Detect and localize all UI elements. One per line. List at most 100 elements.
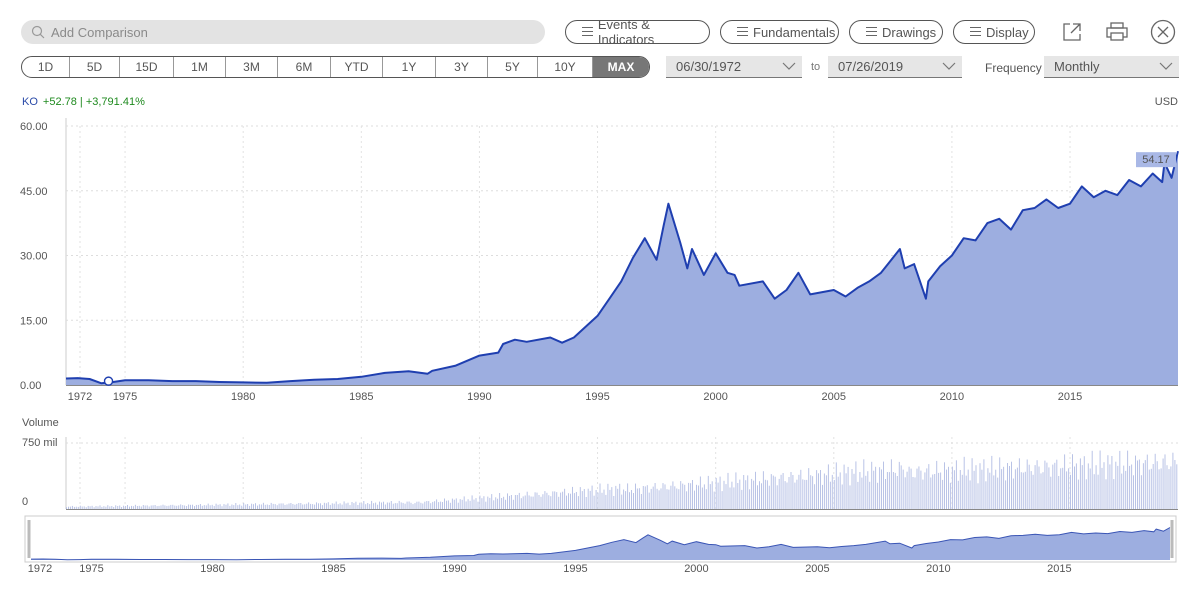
fundamentals-button[interactable]: Fundamentals xyxy=(720,20,839,44)
volume-bar xyxy=(231,504,233,509)
volume-bar xyxy=(184,505,186,509)
volume-bar xyxy=(883,461,884,509)
volume-bar xyxy=(573,493,575,509)
volume-bar xyxy=(1050,476,1052,509)
volume-bar xyxy=(272,503,274,509)
volume-bar xyxy=(117,506,119,509)
volume-bar xyxy=(176,505,178,509)
volume-bar xyxy=(1103,462,1105,509)
volume-bar xyxy=(430,503,432,509)
volume-bar xyxy=(1146,454,1148,509)
volume-bar xyxy=(373,503,375,509)
volume-bar xyxy=(178,505,180,509)
range-selector: 1D 5D 15D 1M 3M 6M YTD 1Y 3Y 5Y 10Y MAX xyxy=(21,56,650,78)
events-indicators-button[interactable]: Events & Indicators xyxy=(565,17,710,47)
range-10y[interactable]: 10Y xyxy=(538,57,593,77)
last-price-tag xyxy=(1136,152,1176,168)
volume-bar xyxy=(1115,461,1117,509)
add-comparison-search[interactable] xyxy=(21,20,545,44)
volume-bar xyxy=(160,505,162,509)
volume-bar xyxy=(890,459,892,509)
date-to-select[interactable]: 07/26/2019 xyxy=(828,56,962,78)
volume-bar xyxy=(1109,464,1111,509)
volume-bar xyxy=(538,495,540,509)
volume-bar xyxy=(432,501,434,509)
volume-bar xyxy=(930,477,932,509)
frequency-select[interactable]: Monthly xyxy=(1044,56,1179,78)
range-ytd[interactable]: YTD xyxy=(331,57,383,77)
volume-bar xyxy=(731,481,733,509)
volume-bar xyxy=(418,501,420,509)
range-1d[interactable]: 1D xyxy=(22,57,70,77)
volume-bar xyxy=(217,504,219,509)
volume-bar xyxy=(662,483,664,509)
volume-bar xyxy=(570,493,571,509)
volume-bar xyxy=(859,472,861,509)
volume-bar xyxy=(95,506,97,509)
volume-bar xyxy=(633,493,634,509)
range-5y[interactable]: 5Y xyxy=(488,57,538,77)
volume-bar xyxy=(1152,464,1154,509)
volume-bar xyxy=(503,496,505,509)
volume-bar xyxy=(180,504,182,509)
volume-bar xyxy=(97,506,99,509)
volume-bar xyxy=(489,497,491,509)
volume-bar xyxy=(85,507,87,509)
ticker-symbol[interactable]: KO xyxy=(22,96,38,108)
volume-bar xyxy=(802,479,804,509)
volume-bar xyxy=(922,479,924,509)
close-icon[interactable] xyxy=(1149,18,1177,46)
range-5d[interactable]: 5D xyxy=(70,57,120,77)
volume-bar xyxy=(721,491,723,509)
volume-bar xyxy=(351,502,353,509)
volume-bar xyxy=(81,506,83,509)
search-input[interactable] xyxy=(49,23,453,41)
range-1m[interactable]: 1M xyxy=(174,57,226,77)
volume-bar xyxy=(1032,474,1034,509)
volume-bar xyxy=(339,503,341,509)
volume-bar xyxy=(310,503,312,509)
volume-bar xyxy=(1168,469,1170,509)
volume-bar xyxy=(424,501,426,509)
volume-bar xyxy=(766,480,768,509)
range-15d[interactable]: 15D xyxy=(120,57,174,77)
volume-bar xyxy=(487,496,489,509)
volume-bar xyxy=(581,491,583,509)
volume-bar xyxy=(892,472,894,509)
display-button[interactable]: Display xyxy=(953,20,1035,44)
x-tick-label: 1980 xyxy=(231,391,255,403)
x-tick-label: 1985 xyxy=(349,391,373,403)
volume-bar xyxy=(270,502,272,509)
volume-bar xyxy=(1072,454,1073,509)
volume-bar xyxy=(79,505,81,509)
volume-bar xyxy=(601,492,603,509)
volume-bar xyxy=(959,470,961,509)
volume-bar xyxy=(1042,472,1044,509)
popout-icon[interactable] xyxy=(1058,18,1086,46)
print-icon[interactable] xyxy=(1103,18,1131,46)
volume-bar xyxy=(682,483,684,509)
drawings-button[interactable]: Drawings xyxy=(849,20,943,44)
volume-bar xyxy=(774,476,776,509)
volume-bar xyxy=(591,485,593,509)
volume-bar xyxy=(227,503,229,509)
range-max[interactable]: MAX xyxy=(593,57,649,77)
range-1y[interactable]: 1Y xyxy=(383,57,436,77)
date-to-value: 07/26/2019 xyxy=(838,59,904,74)
volume-bar xyxy=(140,506,142,509)
volume-bar xyxy=(879,467,881,509)
volume-bar xyxy=(562,491,564,509)
volume-bar xyxy=(406,501,408,509)
volume-bar xyxy=(233,505,235,509)
x-tick-label: 2000 xyxy=(703,391,727,403)
date-from-select[interactable]: 06/30/1972 xyxy=(666,56,802,78)
volume-bar xyxy=(479,495,481,509)
range-3y[interactable]: 3Y xyxy=(436,57,488,77)
volume-bar xyxy=(540,496,542,509)
range-6m[interactable]: 6M xyxy=(278,57,331,77)
volume-bar xyxy=(497,498,499,509)
navigator-tick-label: 1972 xyxy=(28,563,52,575)
range-3m[interactable]: 3M xyxy=(226,57,278,77)
volume-bar xyxy=(658,490,660,509)
